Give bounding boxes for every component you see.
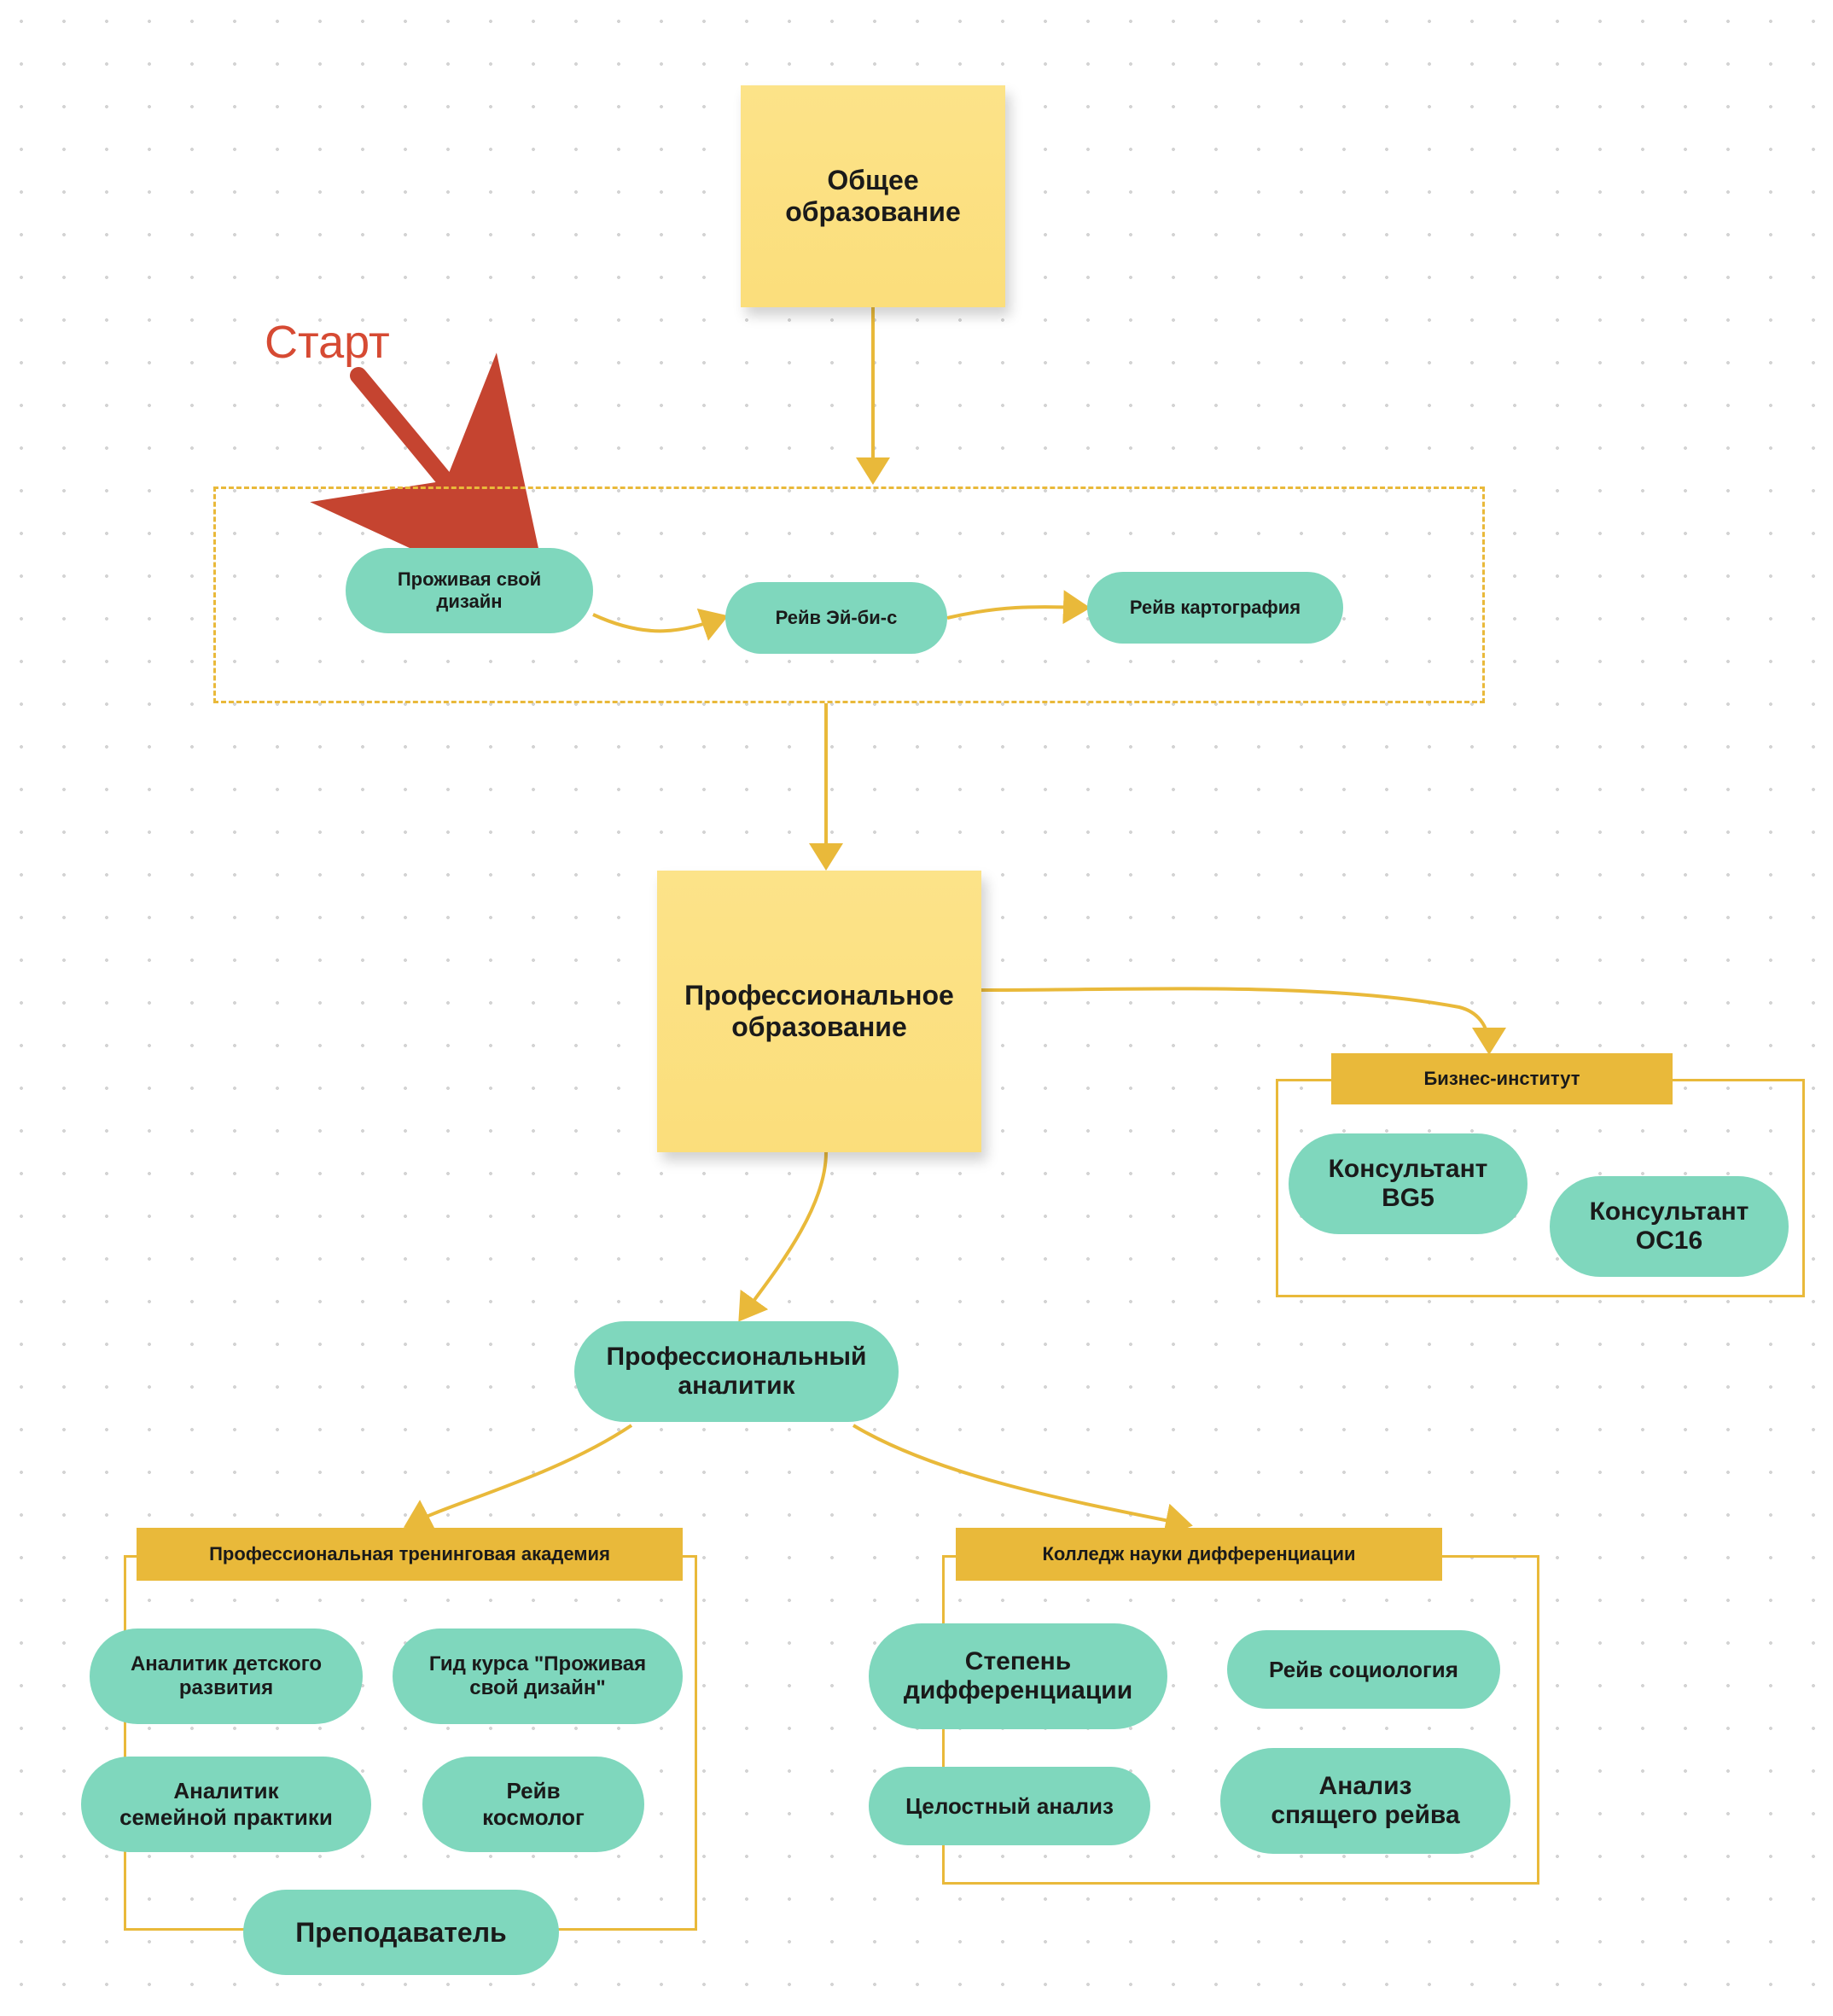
sticky-general-education[interactable]: Общееобразование: [741, 85, 1005, 307]
pill-family-practice-analyst[interactable]: Аналитиксемейной практики: [81, 1757, 371, 1852]
pill-label: Анализспящего рейва: [1271, 1772, 1459, 1830]
pill-label: Аналитик детскогоразвития: [131, 1652, 322, 1700]
header-differentiation-college: Колледж науки дифференциации: [956, 1528, 1442, 1581]
header-training-academy: Профессиональная тренинговая академия: [137, 1528, 683, 1581]
pill-lyd-guide[interactable]: Гид курса "Проживаясвой дизайн": [393, 1629, 683, 1724]
pill-label: Аналитиксемейной практики: [119, 1778, 333, 1831]
pill-rave-cartography[interactable]: Рейв картография: [1087, 572, 1343, 644]
pill-rave-cosmologist[interactable]: Рейвкосмолог: [422, 1757, 644, 1852]
start-label: Старт: [265, 316, 390, 369]
sticky-label: Общееобразование: [785, 165, 961, 228]
pill-rave-abc[interactable]: Рейв Эй-би-с: [725, 582, 947, 654]
pill-teacher[interactable]: Преподаватель: [243, 1890, 559, 1975]
sticky-label: Профессиональноеобразование: [684, 980, 954, 1043]
pill-consultant-oc16[interactable]: КонсультантOC16: [1550, 1176, 1789, 1277]
pill-label: КонсультантOC16: [1590, 1197, 1749, 1256]
header-label: Бизнес-институт: [1423, 1068, 1580, 1090]
pill-holistic-analysis[interactable]: Целостный анализ: [869, 1767, 1150, 1845]
pill-label: Целостный анализ: [905, 1793, 1114, 1820]
pill-label: Гид курса "Проживаясвой дизайн": [429, 1652, 646, 1700]
pill-professional-analyst[interactable]: Профессиональныйаналитик: [574, 1321, 899, 1422]
pill-label: Рейв Эй-би-с: [776, 607, 898, 629]
pill-consultant-bg5[interactable]: КонсультантBG5: [1289, 1133, 1528, 1234]
sticky-professional-education[interactable]: Профессиональноеобразование: [657, 871, 981, 1152]
pill-label: Проживая свойдизайн: [398, 568, 541, 613]
header-label: Колледж науки дифференциации: [1042, 1543, 1355, 1565]
pill-rave-sociology[interactable]: Рейв социология: [1227, 1630, 1500, 1709]
pill-label: Степеньдифференциации: [904, 1647, 1132, 1705]
pill-label: Рейв социология: [1269, 1657, 1458, 1683]
pill-living-your-design[interactable]: Проживая свойдизайн: [346, 548, 593, 633]
pill-label: Рейвкосмолог: [482, 1778, 585, 1831]
pill-label: Рейв картография: [1130, 597, 1301, 619]
header-label: Профессиональная тренинговая академия: [209, 1543, 610, 1565]
pill-label: КонсультантBG5: [1329, 1155, 1488, 1213]
pill-sleeping-rave-analysis[interactable]: Анализспящего рейва: [1220, 1748, 1510, 1854]
pill-child-development-analyst[interactable]: Аналитик детскогоразвития: [90, 1629, 363, 1724]
pill-label: Преподаватель: [295, 1917, 506, 1949]
pill-label: Профессиональныйаналитик: [607, 1343, 867, 1401]
group-training-academy: [124, 1555, 697, 1931]
header-business-institute: Бизнес-институт: [1331, 1053, 1673, 1104]
pill-differentiation-degree[interactable]: Степеньдифференциации: [869, 1623, 1167, 1729]
